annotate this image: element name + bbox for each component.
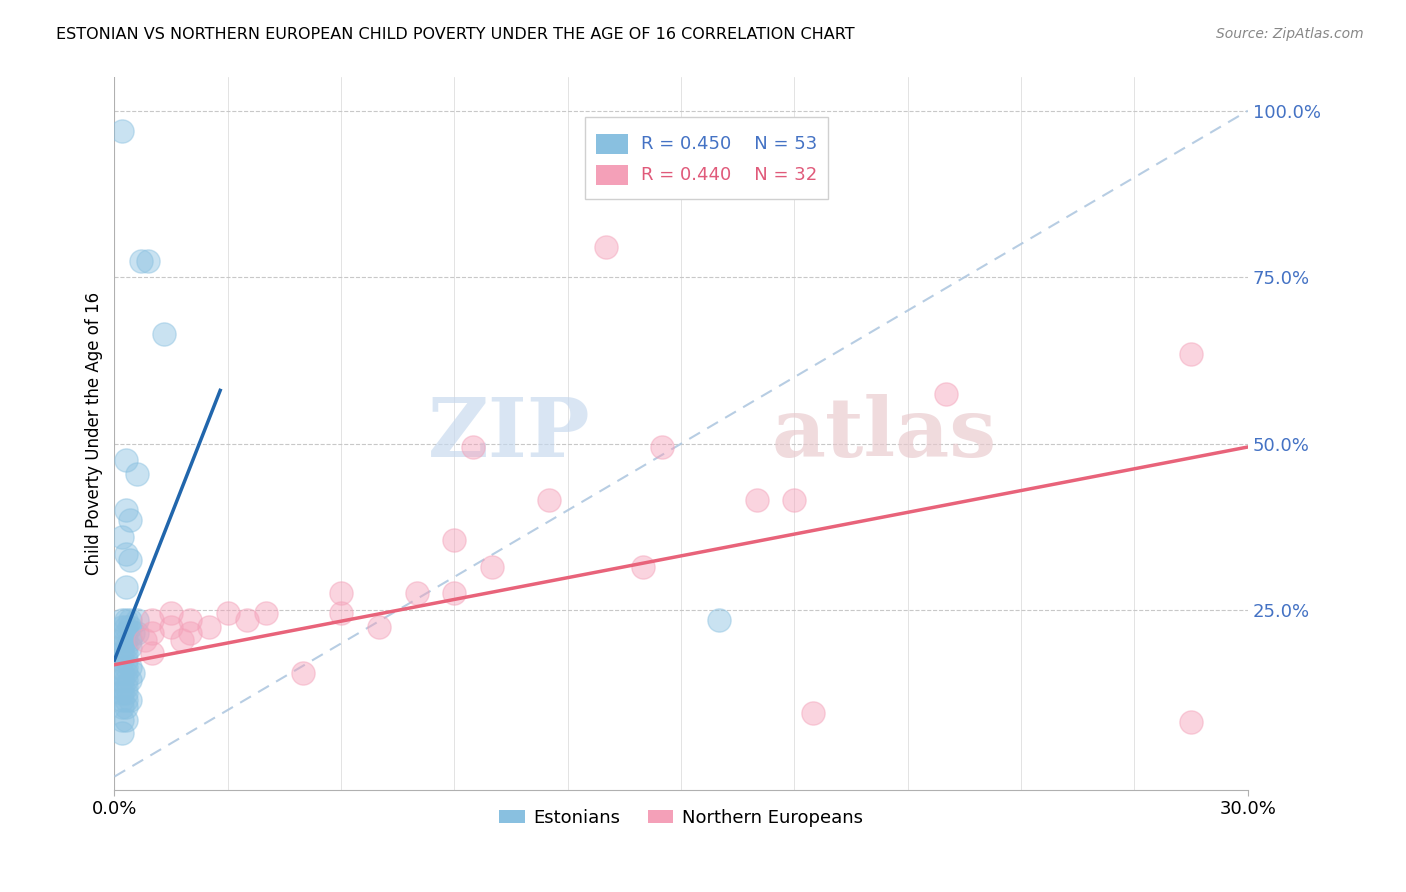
Point (292, 666, 315, 681)
Point (141, 613, 163, 627)
Point (481, 559, 503, 574)
Point (118, 513, 141, 527)
Point (114, 620, 136, 634)
Point (745, 493, 768, 508)
Point (111, 699, 134, 714)
Text: atlas: atlas (772, 393, 997, 474)
Point (254, 607, 277, 621)
Point (114, 503, 136, 517)
Point (179, 626, 201, 640)
Point (651, 440, 673, 454)
Point (707, 613, 730, 627)
Point (118, 620, 141, 634)
Point (118, 673, 141, 687)
Point (1180, 347, 1202, 361)
Point (111, 726, 134, 740)
Point (114, 453, 136, 467)
Point (141, 647, 163, 661)
Point (125, 467, 148, 481)
Point (114, 666, 136, 681)
Point (111, 653, 134, 667)
Point (111, 686, 134, 700)
Point (935, 386, 957, 401)
Text: ESTONIAN VS NORTHERN EUROPEAN CHILD POVERTY UNDER THE AGE OF 16 CORRELATION CHAR: ESTONIAN VS NORTHERN EUROPEAN CHILD POVE… (56, 27, 855, 42)
Point (114, 673, 136, 687)
Point (152, 326, 174, 341)
Point (114, 647, 136, 661)
Point (367, 620, 389, 634)
Point (114, 626, 136, 640)
Text: R = 0.450    N = 53: R = 0.450 N = 53 (641, 135, 818, 153)
Point (122, 626, 145, 640)
Point (111, 124, 134, 138)
Point (118, 613, 141, 627)
Point (198, 620, 221, 634)
Point (330, 586, 353, 600)
Point (111, 530, 134, 544)
Point (217, 607, 239, 621)
Point (111, 620, 134, 634)
Point (118, 693, 141, 707)
Point (118, 640, 141, 654)
Point (633, 559, 655, 574)
Y-axis label: Child Poverty Under the Age of 16: Child Poverty Under the Age of 16 (86, 292, 103, 575)
Point (114, 613, 136, 627)
Point (111, 693, 134, 707)
Point (114, 686, 136, 700)
Point (114, 713, 136, 727)
Text: R = 0.440    N = 32: R = 0.440 N = 32 (641, 166, 818, 184)
Point (111, 713, 134, 727)
Text: ZIP: ZIP (427, 393, 591, 474)
Point (134, 633, 156, 648)
Point (111, 613, 134, 627)
FancyBboxPatch shape (596, 134, 628, 153)
Point (111, 666, 134, 681)
Point (111, 673, 134, 687)
Point (111, 680, 134, 694)
Point (160, 620, 183, 634)
Point (172, 633, 194, 648)
Point (125, 626, 148, 640)
Point (118, 659, 141, 673)
Point (114, 653, 136, 667)
Point (537, 493, 560, 508)
Point (138, 253, 160, 268)
Point (783, 493, 806, 508)
Point (111, 647, 134, 661)
Point (114, 640, 136, 654)
Point (114, 699, 136, 714)
FancyBboxPatch shape (585, 117, 828, 199)
Point (114, 659, 136, 673)
Legend: Estonians, Northern Europeans: Estonians, Northern Europeans (492, 802, 870, 834)
Point (801, 706, 824, 721)
Point (114, 547, 136, 561)
Point (118, 633, 141, 648)
Point (114, 580, 136, 594)
Point (118, 553, 141, 567)
Point (595, 240, 617, 254)
Point (141, 626, 163, 640)
Point (111, 640, 134, 654)
Point (114, 633, 136, 648)
Point (463, 440, 485, 454)
Point (179, 613, 201, 627)
Point (114, 693, 136, 707)
Point (1180, 714, 1202, 729)
Text: Source: ZipAtlas.com: Source: ZipAtlas.com (1216, 27, 1364, 41)
Point (443, 586, 465, 600)
Point (114, 680, 136, 694)
Point (125, 613, 148, 627)
Point (111, 633, 134, 648)
Point (129, 253, 152, 268)
Point (235, 613, 257, 627)
Point (443, 533, 465, 548)
Point (330, 607, 353, 621)
FancyBboxPatch shape (596, 165, 628, 185)
Point (405, 586, 427, 600)
Point (160, 607, 183, 621)
Point (122, 666, 145, 681)
